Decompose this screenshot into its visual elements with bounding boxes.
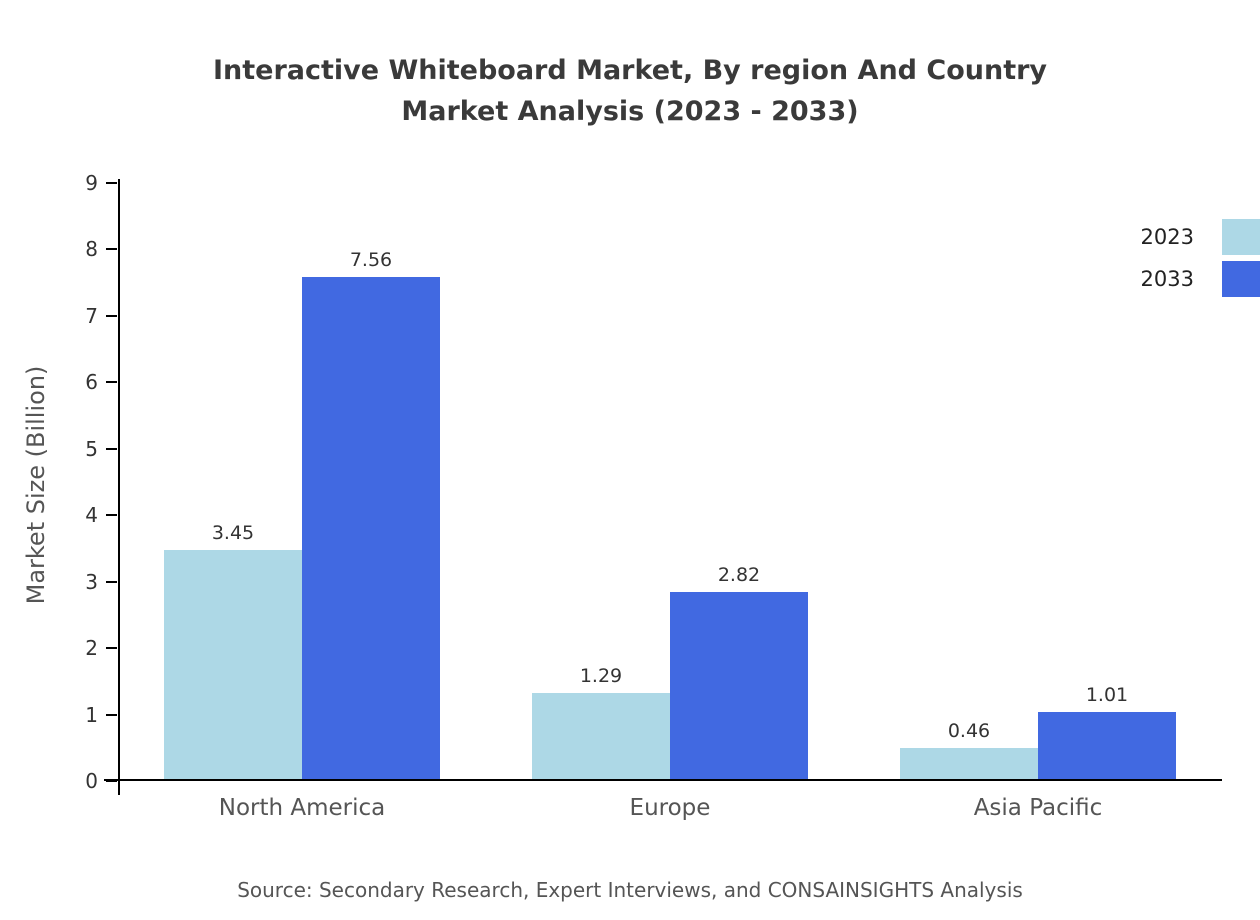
y-tick-mark bbox=[106, 780, 117, 782]
category-label-asia-pacific: Asia Pacific bbox=[973, 795, 1103, 821]
bar-2023-europe bbox=[532, 693, 670, 779]
bar-2023-north-america bbox=[164, 549, 302, 779]
legend: 2023 2033 bbox=[1141, 218, 1260, 298]
bar-value-label: 1.01 bbox=[1085, 683, 1129, 706]
y-tick-mark bbox=[106, 248, 117, 251]
bar-value-label: 1.29 bbox=[579, 665, 623, 688]
y-tick-mark bbox=[106, 447, 117, 450]
legend-label: 2033 bbox=[1140, 267, 1194, 291]
legend-swatch bbox=[1222, 261, 1260, 297]
legend-swatch bbox=[1222, 219, 1260, 255]
bar-2033-north-america bbox=[302, 276, 440, 779]
x-axis-line bbox=[104, 779, 1222, 781]
category-label-north-america: North America bbox=[218, 795, 386, 821]
y-tick-mark bbox=[106, 580, 117, 583]
bar-2033-asia-pacific bbox=[1038, 711, 1176, 779]
bar-2023-asia-pacific bbox=[900, 748, 1038, 779]
bar-2033-europe bbox=[670, 591, 808, 779]
y-tick-label: 5 bbox=[85, 436, 98, 461]
y-axis-title: Market Size (Billion) bbox=[22, 365, 50, 605]
y-tick-label: 2 bbox=[85, 636, 98, 661]
y-tick-label: 8 bbox=[85, 237, 98, 262]
source-note: Source: Secondary Research, Expert Inter… bbox=[237, 878, 1023, 902]
y-tick-label: 4 bbox=[85, 503, 98, 528]
legend-item-2033: 2033 bbox=[1141, 260, 1260, 298]
y-tick-mark bbox=[106, 381, 117, 384]
y-axis-line bbox=[118, 179, 120, 795]
bar-value-label: 3.45 bbox=[211, 521, 255, 544]
bar-value-label: 7.56 bbox=[349, 248, 393, 271]
y-tick-mark bbox=[106, 713, 117, 716]
legend-label: 2023 bbox=[1140, 225, 1194, 249]
chart-title: Interactive Whiteboard Market, By region… bbox=[0, 50, 1260, 132]
y-tick-mark bbox=[106, 182, 117, 184]
y-tick-mark bbox=[106, 314, 117, 317]
y-tick-label: 9 bbox=[85, 171, 98, 195]
y-tick-mark bbox=[106, 514, 117, 517]
legend-item-2023: 2023 bbox=[1141, 218, 1260, 256]
y-tick-label: 7 bbox=[85, 303, 98, 328]
bar-value-label: 0.46 bbox=[947, 720, 991, 743]
y-tick-label: 3 bbox=[85, 569, 98, 594]
y-tick-label: 6 bbox=[85, 370, 98, 395]
y-tick-mark bbox=[106, 647, 117, 650]
y-tick-label: 0 bbox=[85, 769, 98, 793]
chart-title-line2: Market Analysis (2023 - 2033) bbox=[401, 96, 859, 127]
y-tick-label: 1 bbox=[85, 702, 98, 727]
plot-area: 0 1 2 3 4 5 6 7 8 9 3.45 7.56 North America 1.29 2.82 E… bbox=[85, 171, 1222, 821]
bar-value-label: 2.82 bbox=[717, 563, 761, 586]
chart-title-line1: Interactive Whiteboard Market, By region… bbox=[212, 55, 1048, 86]
category-label-europe: Europe bbox=[629, 795, 711, 821]
